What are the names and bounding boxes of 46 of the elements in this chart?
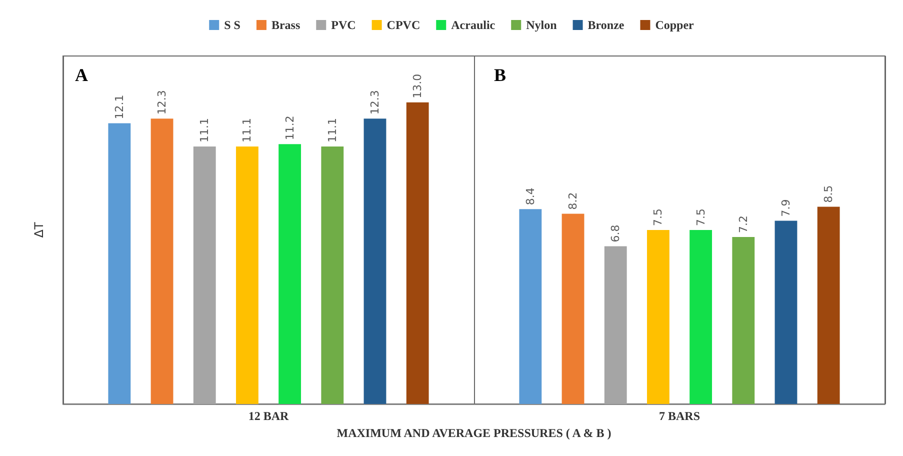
legend-label: Acraulic bbox=[451, 18, 496, 32]
bar bbox=[817, 206, 840, 404]
legend-label: Copper bbox=[655, 18, 695, 32]
data-label: 7.9 bbox=[779, 199, 792, 217]
data-label: 8.5 bbox=[822, 185, 836, 203]
data-label: 13.0 bbox=[411, 74, 424, 98]
bar bbox=[732, 236, 755, 404]
bar bbox=[604, 246, 627, 404]
y-axis-title: ΔT bbox=[32, 222, 46, 238]
data-label: 11.2 bbox=[283, 116, 296, 140]
data-label: 12.3 bbox=[156, 90, 169, 115]
data-label: 11.1 bbox=[198, 118, 212, 142]
bar bbox=[236, 146, 258, 404]
text: B bbox=[494, 65, 506, 85]
legend-label: S S bbox=[224, 18, 241, 32]
bar bbox=[278, 144, 302, 404]
bar bbox=[406, 102, 429, 404]
legend-label: Brass bbox=[271, 18, 300, 32]
bar bbox=[108, 123, 131, 404]
text: A bbox=[75, 65, 88, 85]
data-label: 8.2 bbox=[566, 192, 580, 210]
bar bbox=[774, 220, 798, 404]
bar bbox=[690, 230, 712, 404]
bar bbox=[150, 118, 174, 404]
data-label: 8.4 bbox=[524, 188, 537, 206]
data-label: 7.5 bbox=[652, 208, 665, 226]
legend-label: Bronze bbox=[588, 18, 625, 32]
data-label: 12.3 bbox=[368, 90, 382, 115]
bar bbox=[364, 118, 386, 404]
data-label: 7.5 bbox=[694, 208, 708, 226]
legend-label: CPVC bbox=[386, 18, 420, 32]
bar bbox=[193, 146, 216, 404]
data-label: 11.1 bbox=[326, 118, 339, 142]
x-tick-label: 12 BAR bbox=[248, 409, 289, 423]
bar bbox=[562, 214, 584, 404]
bar bbox=[321, 146, 344, 404]
legend-label: PVC bbox=[331, 18, 356, 32]
x-axis-title: MAXIMUM AND AVERAGE PRESSURES ( A & B ) bbox=[336, 426, 612, 440]
bar bbox=[646, 230, 670, 404]
data-label: 11.1 bbox=[240, 118, 254, 142]
data-label: 6.8 bbox=[609, 224, 622, 242]
bar bbox=[519, 209, 542, 404]
data-label: 12.1 bbox=[112, 94, 126, 120]
x-tick-label: 7 BARS bbox=[658, 409, 700, 423]
legend-label: Nylon bbox=[526, 18, 558, 32]
data-label: 7.2 bbox=[736, 215, 750, 233]
